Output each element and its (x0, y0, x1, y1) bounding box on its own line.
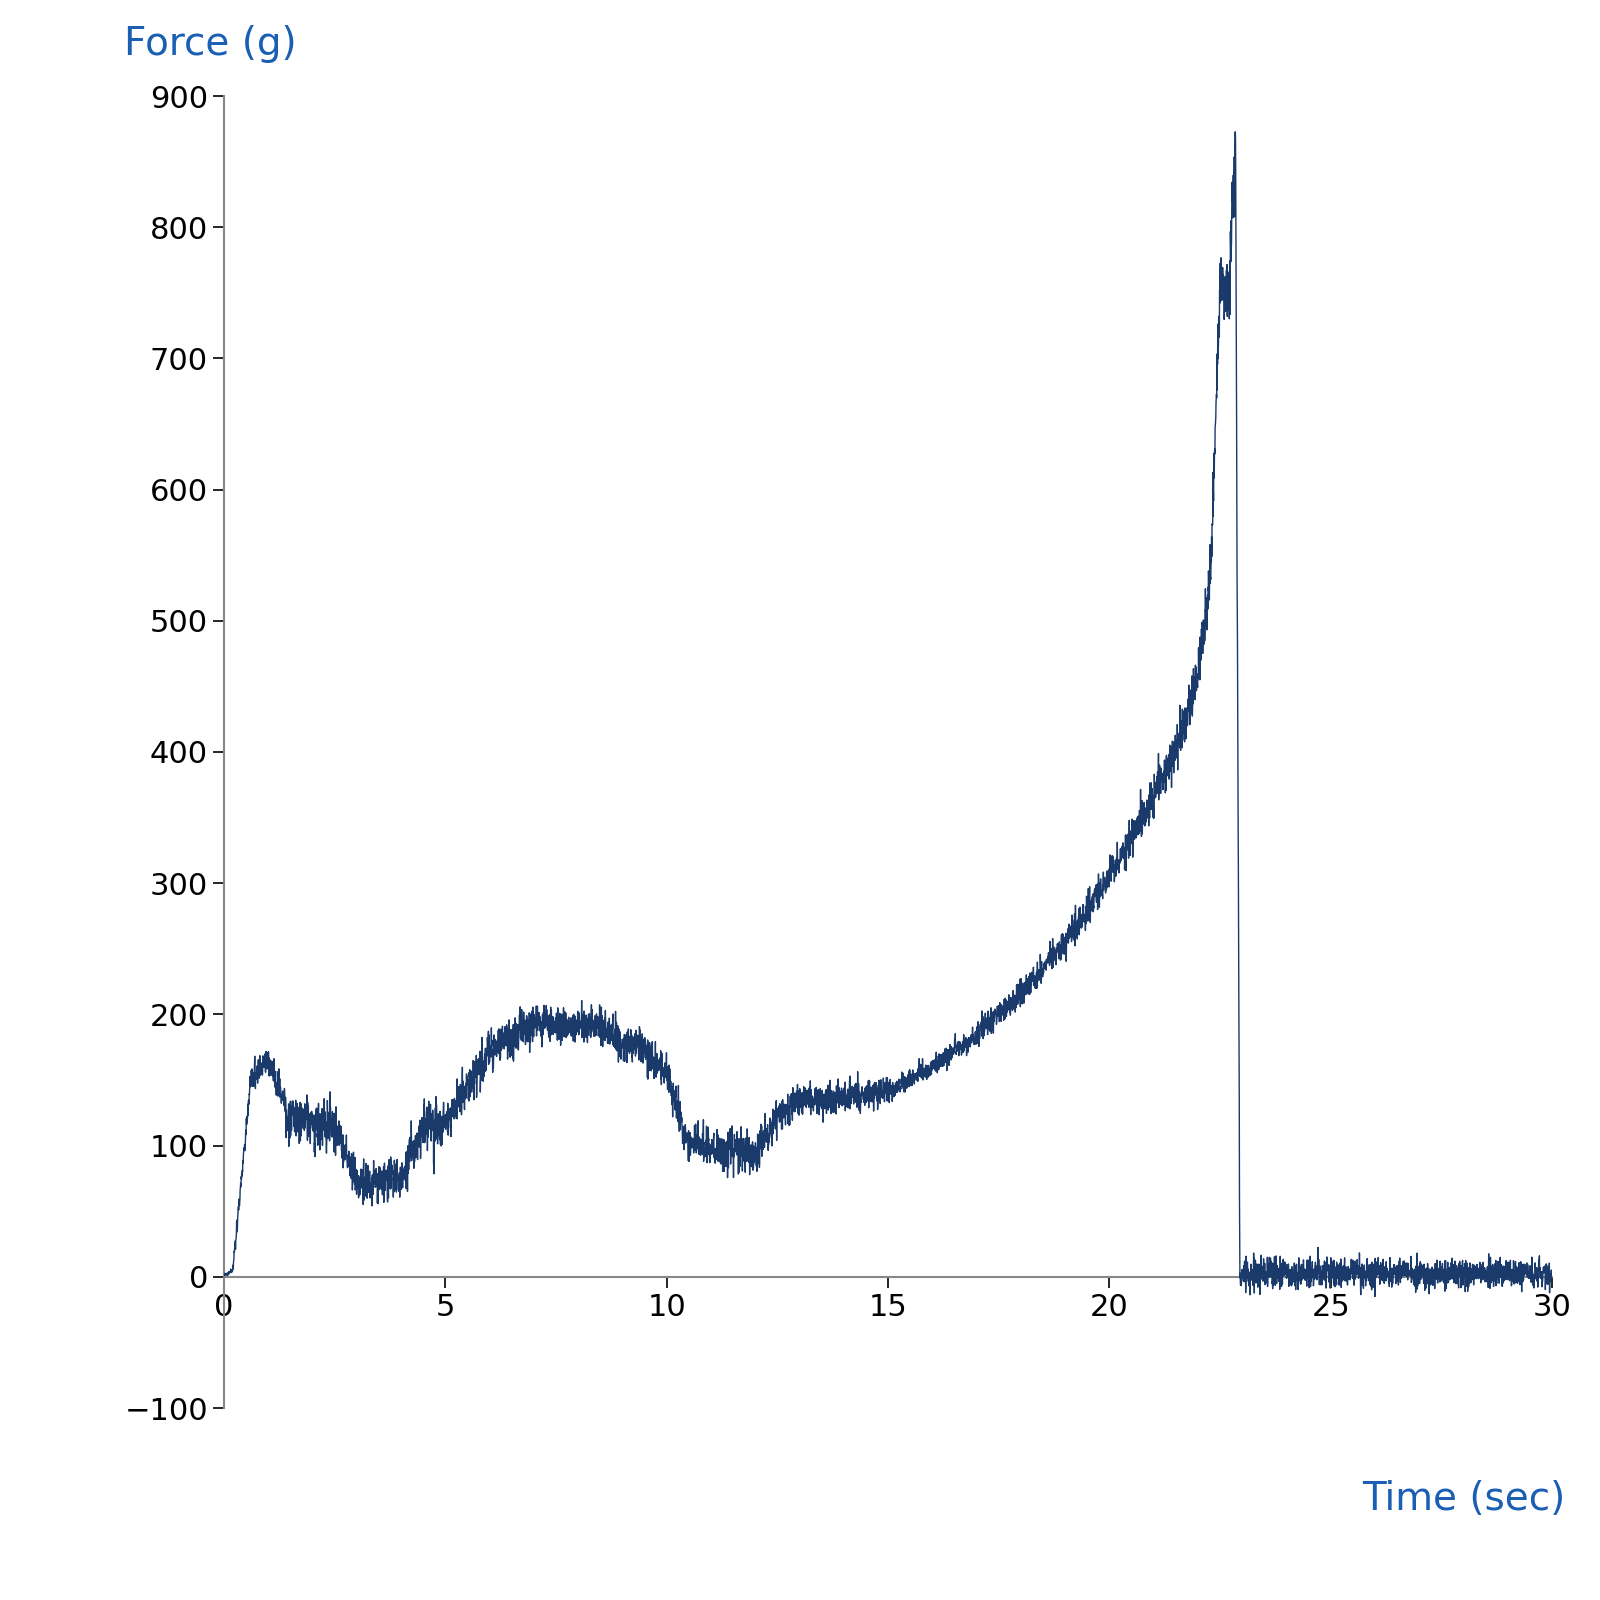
Y-axis label: Force (g): Force (g) (125, 26, 298, 62)
X-axis label: Time (sec): Time (sec) (1362, 1480, 1565, 1518)
